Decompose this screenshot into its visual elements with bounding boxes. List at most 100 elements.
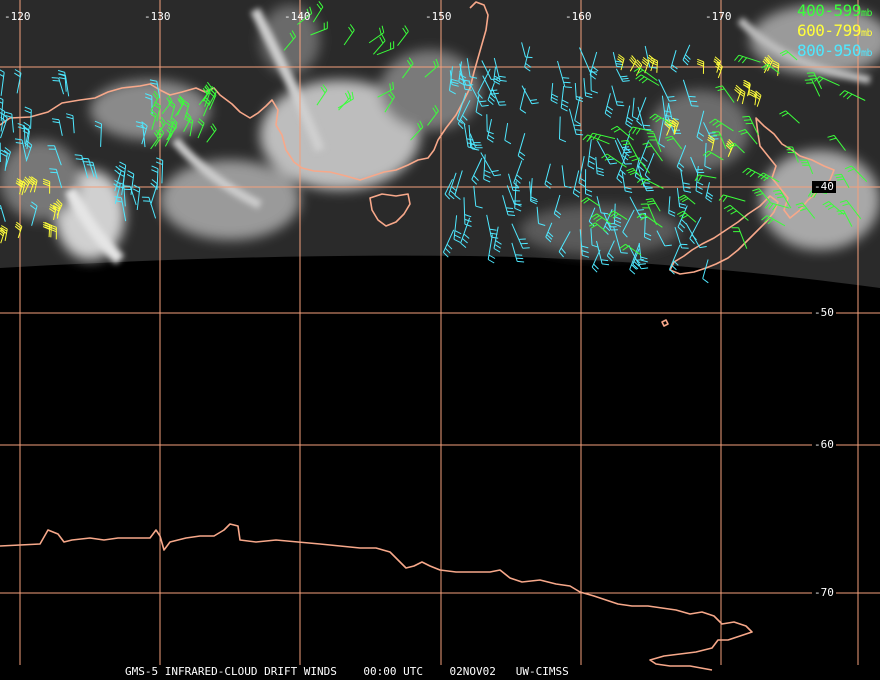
wind-barb bbox=[161, 95, 173, 115]
wind-barb bbox=[0, 225, 8, 241]
image-caption: GMS-5 INFRARED-CLOUD DRIFT WINDS 00:00 U… bbox=[0, 666, 880, 678]
wind-barb bbox=[553, 194, 562, 219]
wind-barb bbox=[448, 172, 458, 200]
wind-barb bbox=[558, 231, 571, 258]
wind-barb bbox=[58, 73, 70, 97]
wind-barb bbox=[607, 210, 628, 221]
longitude-label: -150 bbox=[425, 10, 452, 23]
legend-entry-600-799: 600-799mb bbox=[797, 22, 872, 42]
pressure-legend: 400-599mb 600-799mb 800-950mb bbox=[797, 2, 872, 62]
wind-barb bbox=[749, 89, 757, 106]
wind-barb bbox=[636, 97, 647, 126]
tasmania-coastline bbox=[369, 193, 411, 227]
wind-barb bbox=[696, 58, 705, 74]
wind-barb bbox=[646, 132, 662, 153]
wind-barb bbox=[638, 242, 648, 263]
longitude-label: -140 bbox=[284, 10, 311, 23]
wind-barb bbox=[550, 83, 559, 104]
wind-barb bbox=[836, 209, 853, 227]
wind-barb bbox=[585, 169, 593, 197]
wind-barb bbox=[658, 79, 677, 102]
wind-barb bbox=[685, 223, 707, 249]
wind-barb bbox=[42, 178, 51, 194]
wind-barb bbox=[613, 226, 628, 254]
legend-unit: mb bbox=[860, 8, 873, 19]
stewart-island bbox=[661, 319, 669, 327]
wind-barb bbox=[466, 58, 478, 79]
wind-barb bbox=[641, 57, 650, 74]
wind-barb bbox=[22, 121, 31, 147]
wind-barb bbox=[581, 197, 601, 207]
wind-barb bbox=[738, 129, 758, 145]
wind-barb bbox=[155, 116, 166, 137]
wind-barb bbox=[638, 140, 650, 172]
legend-unit: mb bbox=[860, 48, 873, 59]
wind-barb bbox=[649, 113, 673, 125]
wind-barb bbox=[55, 199, 63, 216]
legend-range: 800-950 bbox=[797, 41, 861, 60]
wind-barb bbox=[14, 221, 23, 239]
antarctica-coastline bbox=[0, 523, 753, 671]
wind-barb bbox=[343, 24, 355, 46]
wind-barb bbox=[636, 213, 663, 228]
wind-barb bbox=[468, 81, 489, 107]
legend-range: 600-799 bbox=[797, 21, 861, 40]
latitude-label: -60 bbox=[812, 438, 836, 451]
wind-barb bbox=[619, 243, 642, 256]
wind-barb bbox=[753, 90, 762, 107]
wind-barb bbox=[140, 121, 148, 145]
wind-barb bbox=[153, 101, 161, 122]
longitude-label: -160 bbox=[565, 10, 592, 23]
wind-barb bbox=[208, 85, 217, 106]
longitude-label: -170 bbox=[705, 10, 732, 23]
wind-barb bbox=[118, 161, 127, 186]
wind-barb bbox=[459, 63, 472, 91]
wind-barb bbox=[589, 222, 607, 233]
wind-barb bbox=[650, 57, 658, 73]
wind-barb bbox=[458, 61, 467, 86]
wind-barb bbox=[637, 165, 651, 188]
wind-barb bbox=[676, 188, 687, 210]
wind-barb bbox=[511, 242, 525, 263]
wind-barb bbox=[694, 174, 717, 182]
wind-barb bbox=[27, 176, 35, 193]
wind-barb bbox=[424, 58, 439, 78]
wind-barb bbox=[544, 163, 552, 189]
latitude-label: -50 bbox=[812, 306, 836, 319]
wind-barb bbox=[572, 170, 581, 198]
wind-barb bbox=[827, 134, 846, 151]
wind-barb bbox=[773, 189, 792, 209]
wind-barb bbox=[629, 55, 637, 72]
wind-barb bbox=[444, 178, 453, 200]
wind-barb bbox=[642, 142, 663, 162]
wind-barb bbox=[725, 140, 734, 157]
wind-barb bbox=[493, 66, 501, 85]
wind-barb bbox=[502, 195, 516, 216]
wind-barb bbox=[568, 108, 584, 136]
legend-entry-400-599: 400-599mb bbox=[797, 2, 872, 22]
wind-barb bbox=[3, 147, 11, 168]
wind-barb bbox=[0, 113, 8, 139]
wind-barb bbox=[596, 196, 609, 215]
wind-barb bbox=[606, 240, 615, 262]
wind-barb bbox=[682, 79, 699, 107]
wind-barb bbox=[668, 119, 676, 135]
wind-barb bbox=[779, 50, 798, 61]
wind-barb bbox=[839, 199, 862, 220]
wind-barb bbox=[615, 68, 630, 82]
wind-barb bbox=[589, 51, 599, 80]
wind-barb bbox=[671, 117, 679, 135]
wind-barb bbox=[583, 78, 593, 99]
wind-barb bbox=[397, 25, 409, 47]
wind-barb bbox=[696, 110, 705, 142]
wind-barb bbox=[628, 245, 649, 270]
wind-barb bbox=[604, 93, 614, 118]
wind-barb bbox=[312, 1, 324, 23]
wind-barb bbox=[709, 118, 734, 132]
wind-barb bbox=[373, 34, 386, 55]
wind-barb bbox=[49, 224, 57, 240]
wind-barb bbox=[513, 160, 523, 188]
wind-barb bbox=[588, 207, 596, 227]
wind-barb bbox=[536, 206, 546, 226]
